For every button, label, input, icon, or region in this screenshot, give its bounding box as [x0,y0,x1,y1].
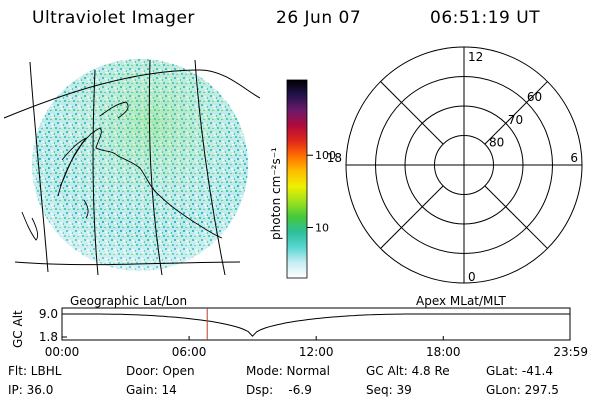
colorbar-tick-label: 10 [315,221,329,234]
ip-status: IP: 36.0 [8,383,54,397]
gc-alt-status: GC Alt: 4.8 Re [366,364,450,378]
earth-image-panel [3,59,260,275]
mlt-label: 18 [327,151,342,165]
glon-status: GLon: 297.5 [486,383,559,397]
altitude-plot: Geographic Lat/Lon Apex MLat/MLT GC Alt … [11,294,588,359]
altitude-x-tick-label: 23:59 [553,345,588,359]
altitude-y-ticks: 9.0 1.8 [39,307,67,344]
geographic-caption: Geographic Lat/Lon [70,294,187,308]
latitude-line [3,69,260,119]
date-label: 26 Jun 07 [276,8,362,28]
altitude-y-tick-label: 1.8 [39,330,58,344]
time-label: 06:51:19 UT [430,8,541,28]
latitude-line [14,261,241,266]
altitude-y-tick-label: 9.0 [39,307,58,321]
instrument-title: Ultraviolet Imager [32,8,195,28]
longitude-line [148,59,163,275]
intensity-colorbar: 100 10 photon cm⁻²s⁻¹ [269,79,336,279]
coastlines [21,101,223,241]
mlt-diagonal [484,81,548,145]
mlt-diagonal [380,81,444,145]
colorbar-tick-label: 100 [315,149,336,162]
door-status: Door: Open [126,364,195,378]
mlt-diagonal [380,185,444,249]
mode-status: Mode: Normal [246,364,330,378]
filter-status: Flt: LBHL [8,364,62,378]
image-shading [32,59,248,271]
coastline [59,137,87,187]
longitude-line [194,59,226,275]
coastline [99,101,129,119]
mlat-label: 70 [508,113,523,127]
gain-status: Gain: 14 [126,383,177,397]
mlt-label: 6 [570,151,578,165]
longitude-line [92,69,99,275]
dsp-status: Dsp: -6.9 [246,383,312,397]
longitude-line [29,61,49,273]
altitude-x-ticks: 00:00 06:00 12:00 18:00 23:59 [45,336,588,359]
altitude-x-tick-label: 18:00 [426,345,461,359]
altitude-x-tick-label: 12:00 [299,345,334,359]
altitude-axis-label: GC Alt [11,310,25,348]
seq-status: Seq: 39 [366,383,412,397]
mlat-label: 60 [527,90,542,104]
colorbar-unit-label: photon cm⁻²s⁻¹ [269,147,283,240]
altitude-plot-frame [61,307,571,341]
colorbar-gradient [286,79,308,279]
mlt-label: 12 [468,50,483,64]
altitude-x-tick-label: 06:00 [172,345,207,359]
mlat-label: 80 [489,135,504,149]
glat-status: GLat: -41.4 [486,364,553,378]
altitude-x-tick-label: 00:00 [45,345,80,359]
colorbar-ticks: 100 10 [307,149,336,234]
orbit-altitude-curve [62,313,570,337]
mlt-label: 0 [468,270,476,284]
coastline [21,211,39,241]
apex-caption: Apex MLat/MLT [416,294,506,308]
coastline [83,199,89,219]
geographic-grid [3,59,260,275]
mlt-diagonal [484,185,548,249]
